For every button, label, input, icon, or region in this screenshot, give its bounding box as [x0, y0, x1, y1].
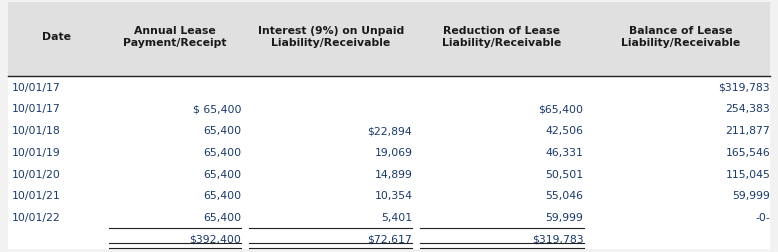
Text: $319,783: $319,783: [719, 82, 770, 92]
Text: 55,046: 55,046: [545, 191, 584, 200]
Text: 65,400: 65,400: [203, 191, 241, 200]
Text: Balance of Lease
Liability/Receivable: Balance of Lease Liability/Receivable: [621, 26, 741, 48]
Text: 10/01/22: 10/01/22: [12, 212, 61, 222]
Text: 65,400: 65,400: [203, 169, 241, 179]
Text: Interest (9%) on Unpaid
Liability/Receivable: Interest (9%) on Unpaid Liability/Receiv…: [258, 26, 404, 48]
Text: Date: Date: [42, 32, 71, 42]
Text: $22,894: $22,894: [367, 126, 412, 136]
Text: 10/01/21: 10/01/21: [12, 191, 61, 200]
Text: $392,400: $392,400: [189, 234, 241, 244]
Text: Reduction of Lease
Liability/Receivable: Reduction of Lease Liability/Receivable: [442, 26, 562, 48]
Text: 42,506: 42,506: [545, 126, 584, 136]
Text: 10/01/17: 10/01/17: [12, 82, 61, 92]
Text: 14,899: 14,899: [374, 169, 412, 179]
Text: 19,069: 19,069: [374, 147, 412, 157]
Text: $ 65,400: $ 65,400: [193, 104, 241, 114]
Text: $72,617: $72,617: [367, 234, 412, 244]
Text: 65,400: 65,400: [203, 126, 241, 136]
Text: 59,999: 59,999: [545, 212, 584, 222]
Text: 59,999: 59,999: [732, 191, 770, 200]
Text: 115,045: 115,045: [725, 169, 770, 179]
Text: 5,401: 5,401: [381, 212, 412, 222]
Text: 10/01/18: 10/01/18: [12, 126, 61, 136]
Text: 65,400: 65,400: [203, 147, 241, 157]
Bar: [8, 3, 770, 77]
Text: 211,877: 211,877: [725, 126, 770, 136]
Text: -0-: -0-: [755, 212, 770, 222]
Text: 46,331: 46,331: [545, 147, 584, 157]
Text: 65,400: 65,400: [203, 212, 241, 222]
Text: 50,501: 50,501: [545, 169, 584, 179]
Text: 254,383: 254,383: [725, 104, 770, 114]
Text: 165,546: 165,546: [725, 147, 770, 157]
Text: Annual Lease
Payment/Receipt: Annual Lease Payment/Receipt: [123, 26, 227, 48]
Text: $65,400: $65,400: [538, 104, 584, 114]
Text: 10,354: 10,354: [374, 191, 412, 200]
Text: 10/01/19: 10/01/19: [12, 147, 61, 157]
Text: 10/01/20: 10/01/20: [12, 169, 61, 179]
Text: $319,783: $319,783: [532, 234, 584, 244]
Text: 10/01/17: 10/01/17: [12, 104, 61, 114]
